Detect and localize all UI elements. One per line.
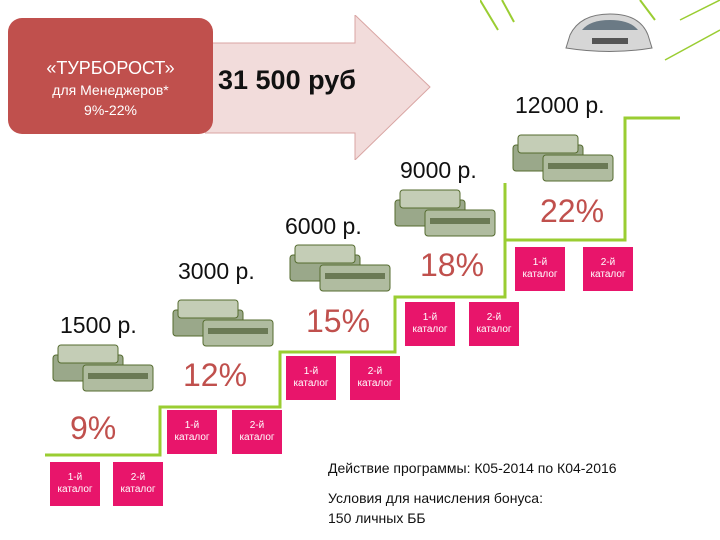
money-stack-icon	[172, 299, 274, 347]
catalog-label: 1-й каталог	[57, 472, 93, 495]
max-bonus: 31 500 руб	[218, 65, 356, 95]
step-4-percent: 18%	[420, 247, 485, 283]
step-1-amount: 1500 р.	[60, 312, 137, 338]
program-audience-text: для Менеджеров*	[52, 82, 169, 98]
catalog-label: 2-й каталог	[476, 312, 512, 335]
program-audience: для Менеджеров* 9%-22%	[8, 80, 213, 120]
catalog-label: 2-й каталог	[357, 366, 393, 389]
money-stack-icon	[512, 134, 614, 182]
catalog-label: 1-й каталог	[293, 366, 329, 389]
step-4-catalog-2: 2-й каталог	[469, 302, 519, 346]
step-5-percent: 22%	[540, 193, 605, 229]
step-2-amount: 3000 р.	[178, 258, 255, 284]
money-stack-icon	[289, 244, 391, 292]
step-2-catalog-2: 2-й каталог	[232, 410, 282, 454]
step-5-amount: 12000 р.	[515, 92, 605, 118]
program-range: 9%-22%	[84, 102, 137, 118]
money-stack-icon	[394, 189, 496, 237]
step-2-percent: 12%	[183, 357, 248, 393]
catalog-label: 2-й каталог	[590, 257, 626, 280]
decorative-top-banner	[480, 0, 720, 61]
step-1-catalog-2: 2-й каталог	[113, 462, 163, 506]
step-1-percent: 9%	[70, 410, 117, 446]
conditions-title: Условия для начисления бонуса:	[328, 490, 543, 506]
step-2-catalog-1: 1-й каталог	[167, 410, 217, 454]
program-title-box: «ТУРБОРОСТ» для Менеджеров* 9%-22%	[8, 18, 213, 134]
catalog-label: 1-й каталог	[522, 257, 558, 280]
conditions-value: 150 личных ББ	[328, 510, 426, 526]
arrow-shape	[205, 15, 431, 160]
catalog-label: 2-й каталог	[120, 472, 156, 495]
catalog-label: 1-й каталог	[412, 312, 448, 335]
step-5-catalog-1: 1-й каталог	[515, 247, 565, 291]
step-3-percent: 15%	[306, 303, 371, 339]
catalog-label: 1-й каталог	[174, 420, 210, 443]
step-4-catalog-1: 1-й каталог	[405, 302, 455, 346]
program-name: «ТУРБОРОСТ»	[46, 58, 175, 78]
money-stack-icon	[52, 344, 154, 392]
step-1-catalog-1: 1-й каталог	[50, 462, 100, 506]
step-3-amount: 6000 р.	[285, 213, 362, 239]
step-3-catalog-1: 1-й каталог	[286, 356, 336, 400]
program-period: Действие программы: К05-2014 по К04-2016	[328, 460, 617, 476]
step-4-amount: 9000 р.	[400, 157, 477, 183]
car-icon	[565, 13, 653, 52]
catalog-label: 2-й каталог	[239, 420, 275, 443]
step-3-catalog-2: 2-й каталог	[350, 356, 400, 400]
step-5-catalog-2: 2-й каталог	[583, 247, 633, 291]
